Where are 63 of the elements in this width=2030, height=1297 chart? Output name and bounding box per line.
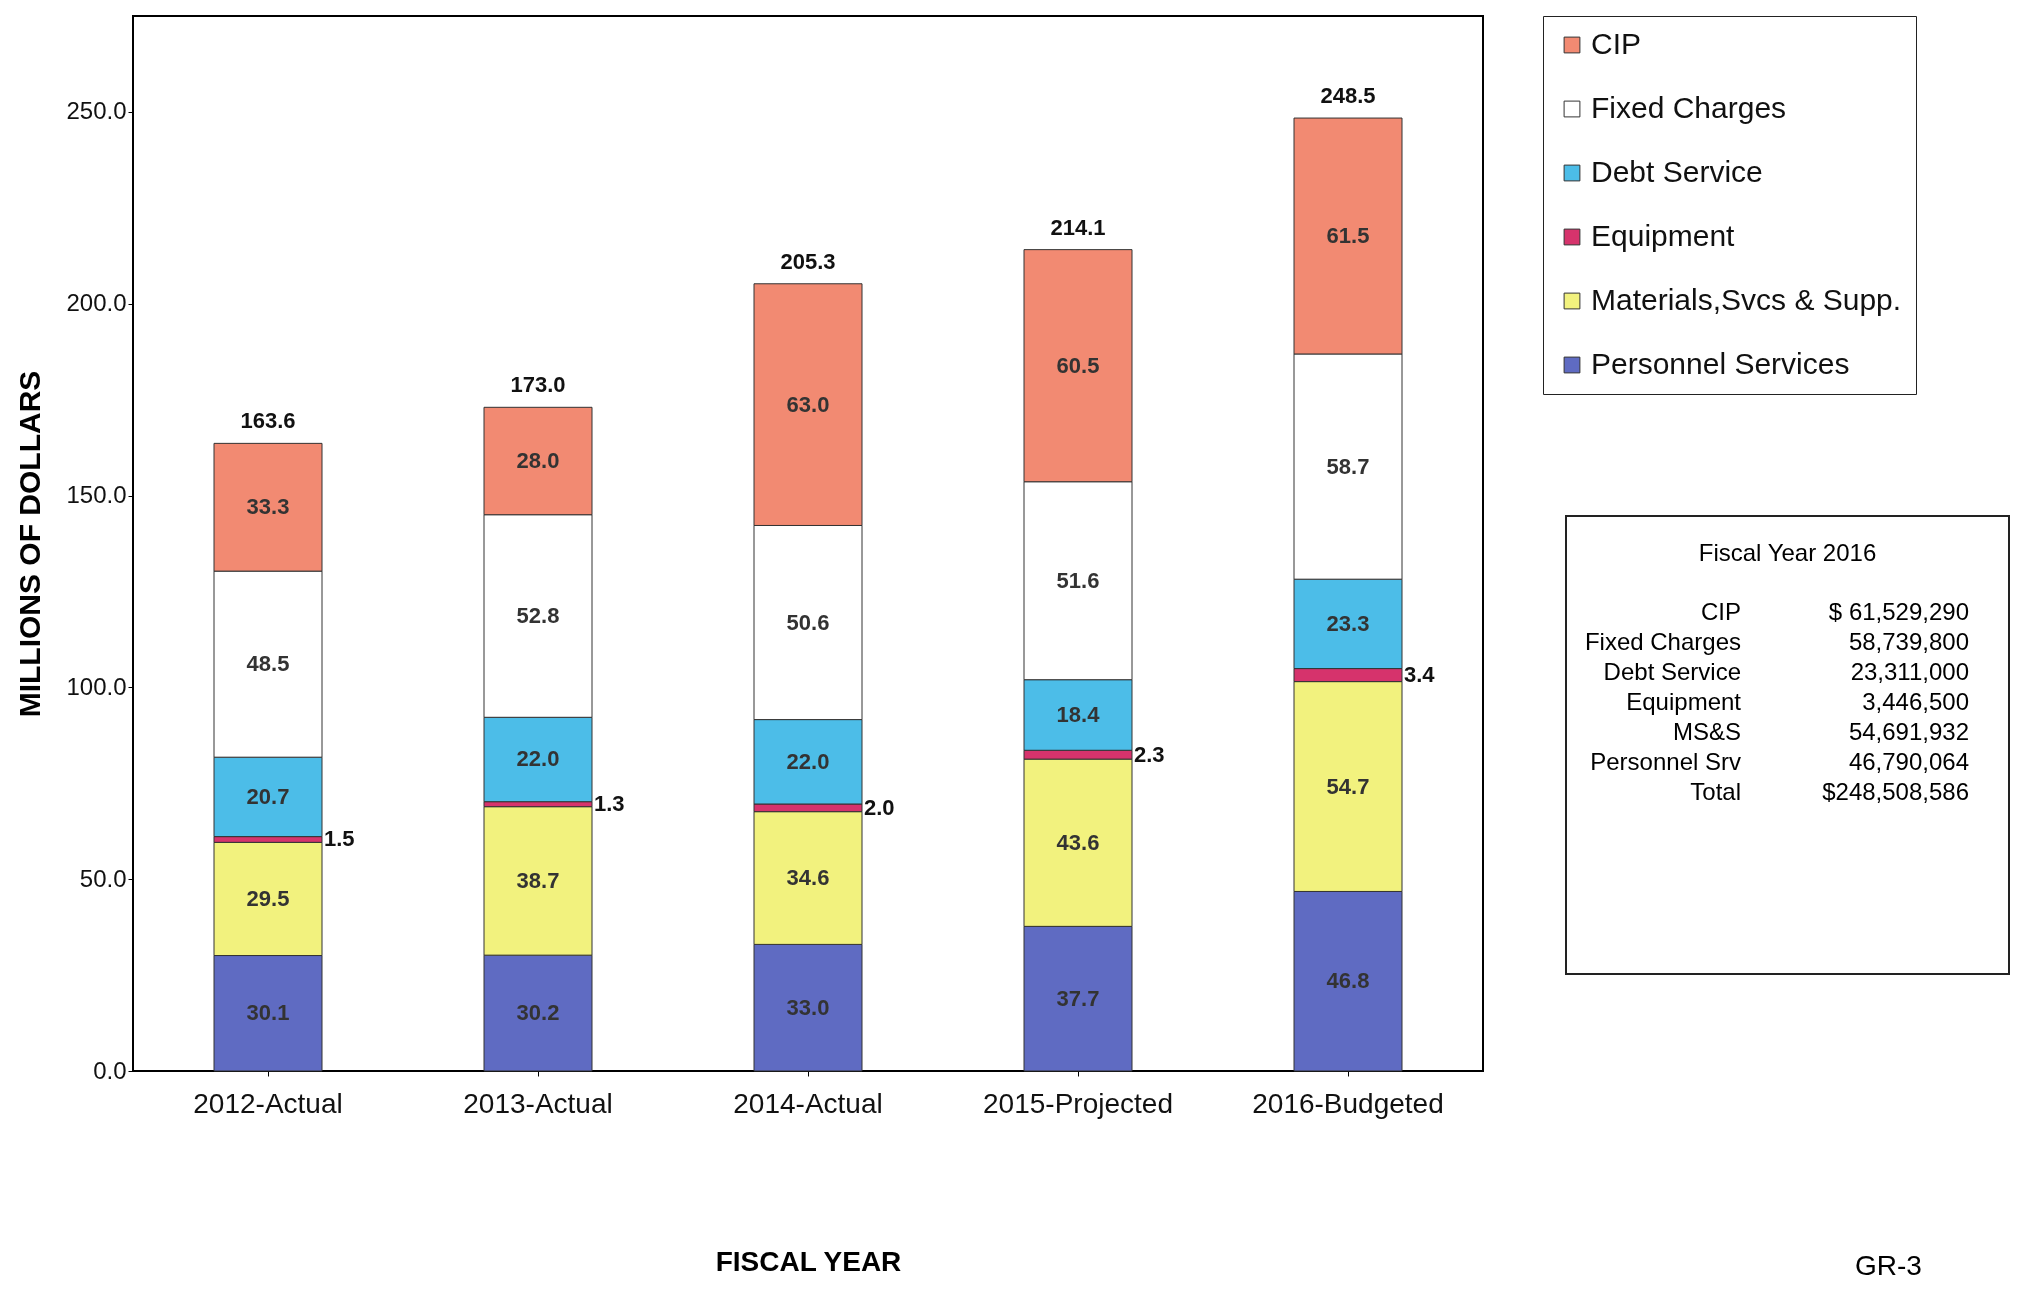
data-label: 38.7 [516, 867, 560, 893]
x-tick-label: 2013-Actual [463, 1087, 613, 1119]
data-label: 51.6 [1056, 567, 1100, 593]
y-axis-title: MILLIONS OF DOLLARS [13, 370, 47, 718]
text: Fixed Charges 58,739,800 [1584, 628, 1969, 655]
data-label: 2.3 [1134, 741, 1165, 767]
data-label: 48.5 [246, 651, 290, 677]
data-label: 43.6 [1056, 829, 1100, 855]
data-label: 60.5 [1056, 352, 1100, 378]
data-label: 33.3 [246, 494, 290, 520]
legend-label: Equipment [1591, 219, 1736, 252]
y-tick-label: 150.0 [66, 481, 127, 509]
data-label: 28.0 [516, 448, 560, 474]
total-label: 248.5 [1320, 83, 1376, 109]
legend-label: Debt Service [1591, 155, 1763, 188]
text: GR-3 [1855, 1250, 1922, 1282]
y-tick-label: 0.0 [93, 1056, 127, 1084]
y-tick-label: 200.0 [66, 289, 127, 317]
data-label: 20.7 [246, 783, 290, 809]
total-label: 173.0 [510, 372, 566, 398]
legend-label: Materials,Svcs & Supp. [1591, 283, 1902, 316]
data-label: 22.0 [786, 748, 830, 774]
y-tick-label: 50.0 [79, 864, 127, 892]
total-label: 163.6 [240, 408, 296, 434]
legend-label: CIP [1591, 27, 1642, 60]
data-label: 34.6 [786, 865, 830, 891]
text: MS&S 54,691,932 [1672, 718, 1969, 745]
data-label: 46.8 [1326, 968, 1370, 994]
text: Fiscal Year 2016 [1697, 539, 1878, 567]
x-tick-label: 2014-Actual [733, 1087, 883, 1119]
x-axis-title: FISCAL YEAR [715, 1245, 902, 1277]
text: Debt Service 23,311,000 [1603, 658, 1969, 685]
data-label: 61.5 [1326, 223, 1370, 249]
data-label: 37.7 [1056, 985, 1100, 1011]
text: CIP $ 61,529,290 [1700, 598, 1969, 625]
data-label: 2.0 [864, 794, 895, 820]
total-label: 214.1 [1050, 214, 1106, 240]
data-label: 1.5 [324, 826, 355, 852]
y-tick-label: 250.0 [66, 97, 127, 125]
data-label: 1.3 [594, 791, 625, 817]
text: Personnel Srv 46,790,064 [1590, 748, 1969, 775]
legend-label: Fixed Charges [1591, 91, 1787, 124]
total-label: 205.3 [780, 248, 836, 274]
data-label: 30.1 [246, 1000, 290, 1026]
text: Total $248,508,586 [1690, 778, 1969, 805]
x-tick-label: 2015-Projected [983, 1087, 1173, 1119]
data-label: 54.7 [1326, 773, 1370, 799]
text: Equipment 3,446,500 [1626, 688, 1969, 715]
x-tick-label: 2012-Actual [193, 1087, 343, 1119]
data-label: 52.8 [516, 603, 560, 629]
x-tick-label: 2016-Budgeted [1252, 1087, 1444, 1119]
data-label: 50.6 [786, 609, 830, 635]
data-label: 58.7 [1326, 453, 1370, 479]
data-label: 23.3 [1326, 610, 1370, 636]
data-label: 33.0 [786, 994, 830, 1020]
data-label: 30.2 [516, 1000, 560, 1026]
legend-label: Personnel Services [1591, 347, 1850, 380]
data-label: 18.4 [1056, 701, 1101, 727]
data-label: 3.4 [1404, 662, 1436, 688]
data-label: 63.0 [786, 391, 830, 417]
data-label: 22.0 [516, 746, 560, 772]
data-label: 29.5 [246, 885, 290, 911]
y-tick-label: 100.0 [66, 672, 127, 700]
